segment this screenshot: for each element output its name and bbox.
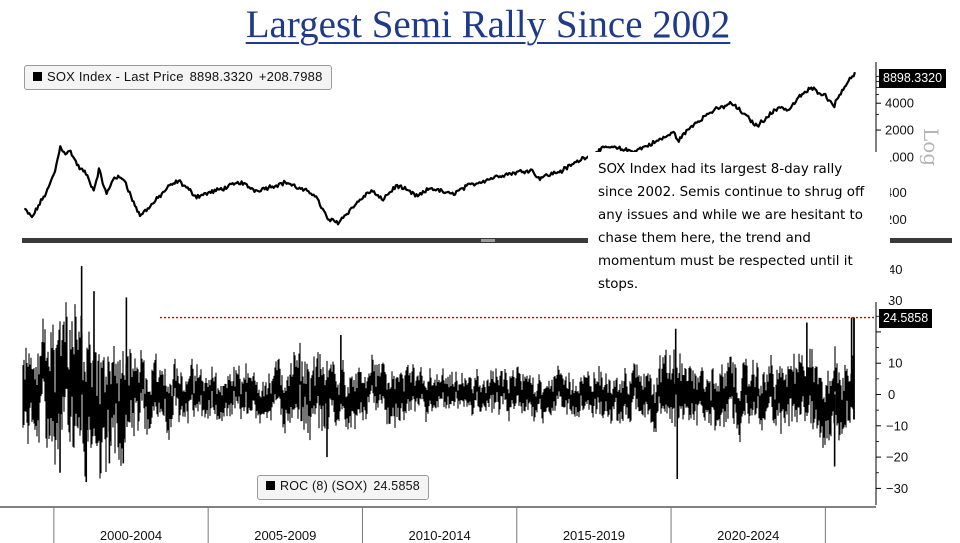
x-tick-label-0: 2000-2004 [100, 528, 162, 543]
roc-legend: ROC (8) (SOX) 24.5858 [257, 475, 429, 500]
annotation-text: SOX Index had its largest 8-day rally si… [588, 152, 890, 302]
x-tick-label-3: 2015-2019 [563, 528, 625, 543]
price-panel [24, 71, 856, 226]
roc-last-value-tag: 24.5858 [879, 309, 933, 328]
roc-tick-label--20: −20 [886, 450, 908, 465]
roc-series-line [22, 302, 854, 479]
x-tick-label-4: 2020-2024 [717, 528, 779, 543]
price-legend-value: 8898.3320 [189, 69, 253, 84]
x-tick-label-1: 2005-2009 [254, 528, 316, 543]
roc-panel [22, 266, 876, 483]
price-tick-label-400: 400 [885, 185, 907, 200]
axes: 200 400 1000 2000 4000 −30 −20 −10 0 10 30 40 2000-2… [0, 62, 914, 543]
price-tick-label-4000: 4000 [885, 96, 914, 111]
legend-swatch-icon [33, 72, 42, 81]
price-last-value-tag: 8898.3320 [879, 69, 947, 88]
roc-tick-label--10: −10 [886, 418, 908, 433]
price-legend-name: SOX Index - Last Price [47, 69, 184, 84]
chart-title: Largest Semi Rally Since 2002 [245, 3, 731, 46]
price-legend: SOX Index - Last Price 8898.3320 +208.7988 [24, 65, 332, 90]
price-series-line [24, 71, 856, 226]
price-legend-change: +208.7988 [258, 69, 323, 84]
price-tick-label-2000: 2000 [885, 123, 914, 138]
roc-legend-value: 24.5858 [373, 479, 420, 493]
log-scale-label: Log [919, 128, 943, 167]
legend-swatch-icon [266, 481, 275, 490]
roc-tick-label-30: 30 [888, 293, 902, 308]
panel-divider-handle-icon [481, 239, 495, 242]
roc-tick-label-10: 10 [888, 356, 902, 371]
x-tick-label-2: 2010-2014 [409, 528, 471, 543]
price-tick-label-200: 200 [885, 212, 907, 227]
roc-legend-name: ROC (8) (SOX) [280, 479, 368, 493]
panel-divider [22, 238, 952, 243]
roc-tick-label-0: 0 [888, 387, 895, 402]
price-tick-label-1000: 1000 [885, 149, 914, 164]
roc-tick-label--30: −30 [886, 481, 908, 496]
roc-tick-label-40: 40 [888, 262, 902, 277]
